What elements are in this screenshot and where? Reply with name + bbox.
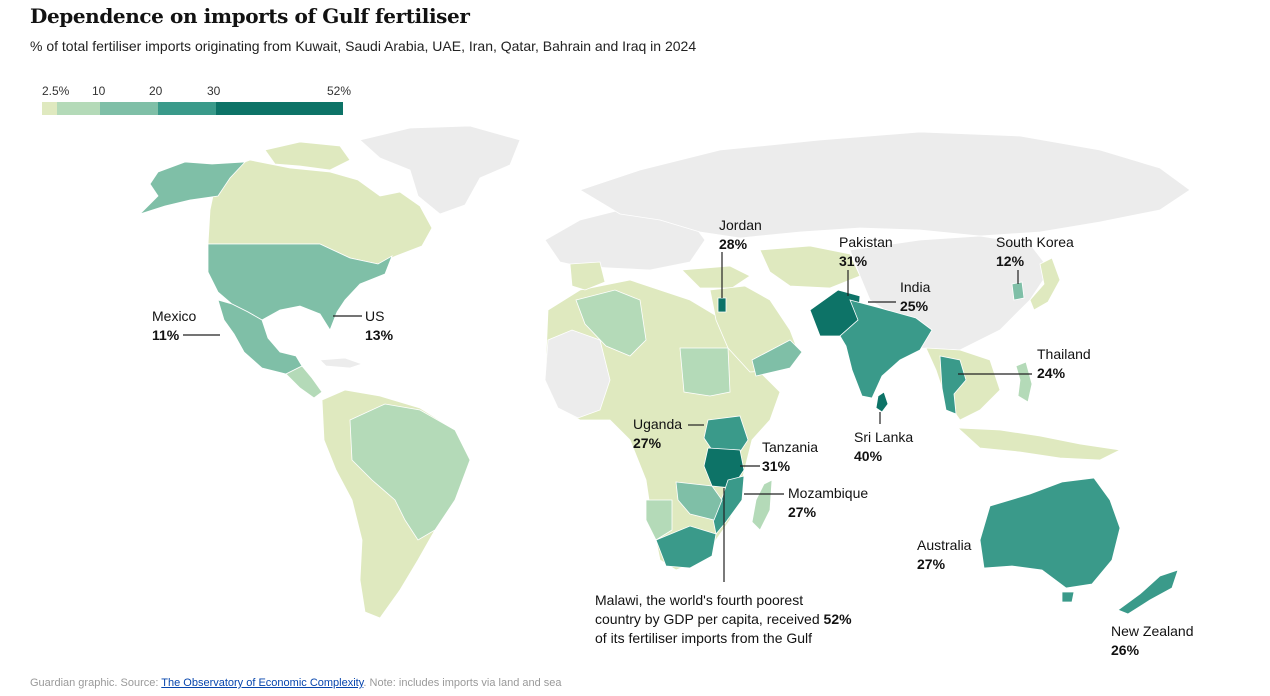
uganda-name: Uganda [633, 416, 683, 432]
central-america [285, 365, 323, 399]
malawi-note-line1: Malawi, the world's fourth poorest [595, 592, 804, 608]
tasmania [1061, 591, 1075, 603]
label-sri-lanka: Sri Lanka 40% [854, 428, 913, 466]
east-africa [703, 415, 749, 453]
alaska [139, 161, 246, 215]
label-uganda: Uganda 27% [633, 415, 682, 453]
australia-name: Australia [917, 537, 972, 553]
legend-swatch-1 [42, 102, 57, 115]
legend-label-3: 20 [149, 84, 163, 98]
legend-label-4: 30 [207, 84, 221, 98]
legend-swatch-4 [158, 102, 216, 115]
mozambique-value: 27% [788, 504, 817, 520]
jordan-name: Jordan [719, 217, 762, 233]
india [839, 299, 933, 399]
label-mexico: Mexico 11% [152, 307, 196, 345]
label-south-korea: South Korea 12% [996, 233, 1074, 271]
legend-label-2: 10 [92, 84, 106, 98]
new-zealand [1117, 569, 1179, 615]
uganda-value: 27% [633, 435, 662, 451]
brazil [349, 403, 471, 541]
malawi-note-line2: country by GDP per capita, received 52% [595, 610, 852, 629]
chart-title: Dependence on imports of Gulf fertiliser [30, 4, 470, 28]
legend-label-5: 52% [327, 84, 352, 98]
turkey [681, 265, 751, 289]
india-name: India [900, 279, 931, 295]
pakistan-name: Pakistan [839, 234, 893, 250]
south-korea-value: 12% [996, 253, 1025, 269]
australia [979, 477, 1121, 589]
label-australia: Australia 27% [917, 536, 971, 574]
color-legend: 2.5% 10 20 30 52% [42, 84, 352, 124]
japan [1029, 257, 1061, 311]
china [849, 235, 1051, 351]
oman-yemen [751, 339, 803, 377]
canada-arctic-islands [264, 141, 351, 171]
malawi-note-line2-text: country by GDP per capita, received [595, 611, 824, 627]
malawi-note-line3: of its fertiliser imports from the Gulf [595, 630, 813, 646]
new-zealand-value: 26% [1111, 642, 1140, 658]
footer-suffix: . Note: includes imports via land and se… [363, 677, 562, 689]
new-zealand-name: New Zealand [1111, 623, 1194, 639]
iberia [569, 261, 606, 291]
south-korea [1011, 281, 1025, 301]
label-thailand: Thailand 24% [1037, 345, 1091, 383]
mozambique-name: Mozambique [788, 485, 869, 501]
sri-lanka [875, 391, 889, 413]
label-new-zealand: New Zealand 26% [1111, 622, 1194, 660]
south-korea-name: South Korea [996, 234, 1074, 250]
madagascar [751, 479, 773, 531]
tanzania-name: Tanzania [762, 439, 819, 455]
southern-africa [675, 481, 723, 521]
label-mozambique: Mozambique 27% [788, 484, 868, 522]
greenland [359, 125, 521, 215]
label-pakistan: Pakistan 31% [839, 233, 893, 271]
footer-credit: Guardian graphic. Source: The Observator… [30, 677, 562, 689]
malawi-annotation: Malawi, the world's fourth poorest count… [595, 591, 852, 648]
thailand-value: 24% [1037, 365, 1066, 381]
legend-swatch-2 [57, 102, 100, 115]
indonesia [956, 427, 1122, 461]
thailand-name: Thailand [1037, 346, 1091, 362]
australia-value: 27% [917, 556, 946, 572]
sudan [679, 347, 731, 397]
jordan-value: 28% [719, 236, 748, 252]
caribbean [319, 357, 364, 369]
label-india: India 25% [900, 278, 930, 316]
us-value: 13% [365, 327, 394, 343]
sri-lanka-value: 40% [854, 448, 883, 464]
source-link[interactable]: The Observatory of Economic Complexity [161, 677, 364, 689]
jordan [717, 297, 727, 313]
legend-label-1: 2.5% [42, 84, 70, 98]
pakistan-value: 31% [839, 253, 868, 269]
north-africa-no-data [544, 329, 611, 419]
label-us: US 13% [365, 307, 393, 345]
philippines [1015, 361, 1033, 403]
mexico-name: Mexico [152, 308, 197, 324]
algeria [575, 289, 647, 357]
legend-swatch-5 [216, 102, 343, 115]
tanzania-value: 31% [762, 458, 791, 474]
footer-prefix: Guardian graphic. Source: [30, 677, 162, 689]
thailand [939, 355, 967, 415]
russia [579, 131, 1191, 239]
malawi-note-value: 52% [823, 611, 852, 627]
us-name: US [365, 308, 385, 324]
label-jordan: Jordan 28% [719, 216, 762, 254]
south-africa [655, 525, 717, 569]
central-asia [759, 245, 861, 289]
mexico [217, 299, 303, 375]
legend-swatch-3 [100, 102, 158, 115]
chart-subtitle: % of total fertiliser imports originatin… [30, 38, 697, 54]
label-tanzania: Tanzania 31% [762, 438, 818, 476]
mexico-value: 11% [152, 327, 180, 343]
namibia [645, 499, 673, 541]
sri-lanka-name: Sri Lanka [854, 429, 914, 445]
india-value: 25% [900, 298, 929, 314]
